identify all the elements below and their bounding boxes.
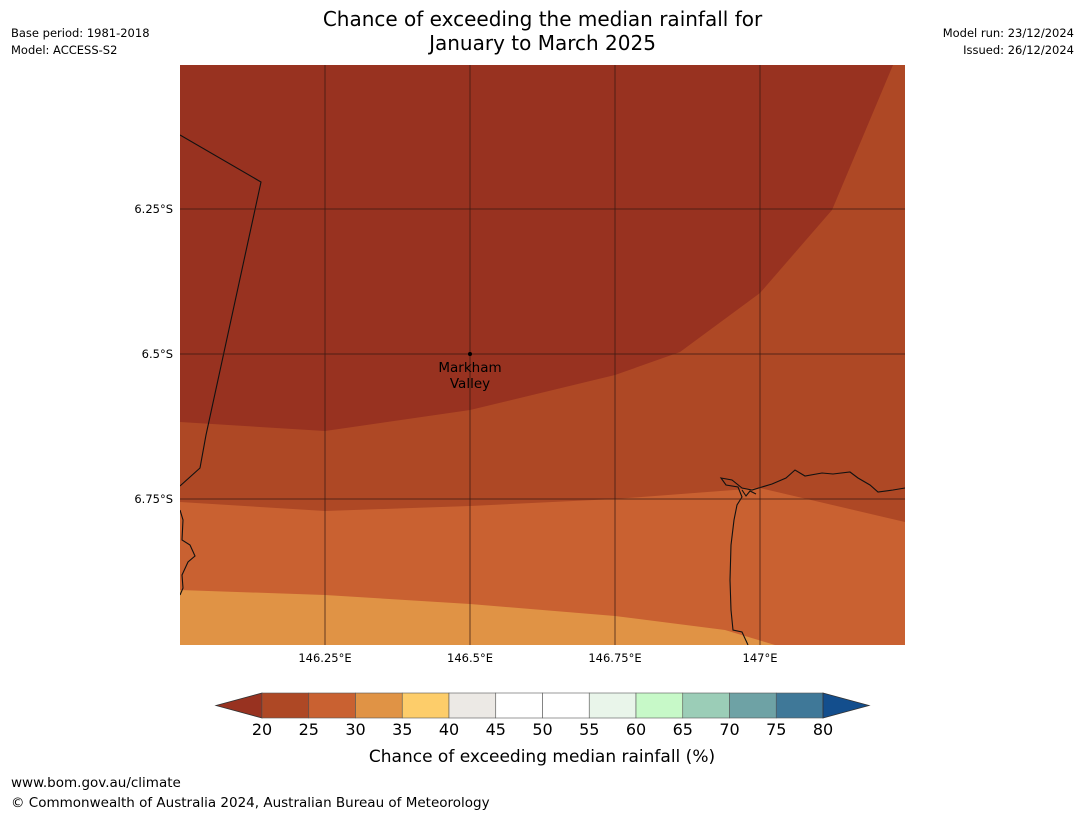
coastline	[180, 134, 905, 645]
colorbar-cell	[542, 692, 590, 719]
colorbar-tick-label: 20	[252, 720, 272, 739]
colorbar-tick-label: 70	[719, 720, 739, 739]
colorbar-tick-label: 35	[392, 720, 412, 739]
colorbar-cell	[729, 692, 777, 719]
lat-label: 6.5°S	[142, 347, 173, 361]
colorbar-tick-label: 60	[626, 720, 646, 739]
colorbar-tick-label: 30	[345, 720, 365, 739]
colorbar-cell	[635, 692, 684, 719]
colorbar-tick-label: 80	[813, 720, 833, 739]
colorbar-cell	[261, 692, 310, 719]
colorbar-tick-label: 50	[532, 720, 552, 739]
map-area[interactable]	[180, 65, 905, 645]
colorbar-cell	[682, 692, 730, 719]
model-run-text: Model run: 23/12/2024	[942, 26, 1074, 40]
colorbar-tick-label: 45	[486, 720, 506, 739]
footer-copyright: © Commonwealth of Australia 2024, Austra…	[11, 795, 490, 811]
colorbar-cell	[401, 692, 450, 719]
colorbar-tick-label: 25	[299, 720, 319, 739]
colorbar-cell	[448, 692, 497, 719]
colorbar-tick-label: 55	[579, 720, 599, 739]
title-line-2: January to March 2025	[429, 31, 656, 55]
lat-label: 6.25°S	[134, 202, 173, 216]
colorbar-under-triangle	[214, 692, 263, 719]
place-label-line-1: Markham	[438, 360, 501, 376]
colorbar-over-triangle	[822, 692, 871, 719]
colorbar-cell	[355, 692, 403, 719]
lat-label: 6.75°S	[134, 492, 173, 506]
lon-label: 146.75°E	[588, 651, 641, 665]
colorbar: 20 25 30 35 40 45 50 55 60 65 70 75 80	[214, 692, 871, 739]
colorbar-tick-label: 65	[673, 720, 693, 739]
lon-label: 147°E	[743, 651, 778, 665]
base-period-text: Base period: 1981-2018	[11, 26, 150, 40]
colorbar-cell	[775, 692, 824, 719]
colorbar-cell	[588, 692, 637, 719]
place-label-line-2: Valley	[450, 376, 490, 392]
footer-url[interactable]: www.bom.gov.au/climate	[11, 775, 181, 791]
band-35-40	[180, 590, 775, 645]
issued-text: Issued: 26/12/2024	[963, 43, 1074, 57]
location-marker[interactable]	[468, 352, 472, 356]
run-info: Model run: 23/12/2024 Issued: 26/12/2024	[943, 25, 1074, 59]
title-line-1: Chance of exceeding the median rainfall …	[322, 7, 763, 31]
colorbar-cell	[495, 692, 543, 719]
model-text: Model: ACCESS-S2	[11, 43, 118, 57]
colorbar-tick-label: 75	[766, 720, 786, 739]
map-title: Chance of exceeding the median rainfall …	[0, 7, 1085, 55]
colorbar-cell	[308, 692, 356, 719]
model-info: Base period: 1981-2018 Model: ACCESS-S2	[11, 25, 150, 59]
lon-label: 146.25°E	[298, 651, 351, 665]
colorbar-tick-label: 40	[439, 720, 459, 739]
lon-label: 146.5°E	[447, 651, 493, 665]
colorbar-label: Chance of exceeding median rainfall (%)	[369, 747, 715, 767]
